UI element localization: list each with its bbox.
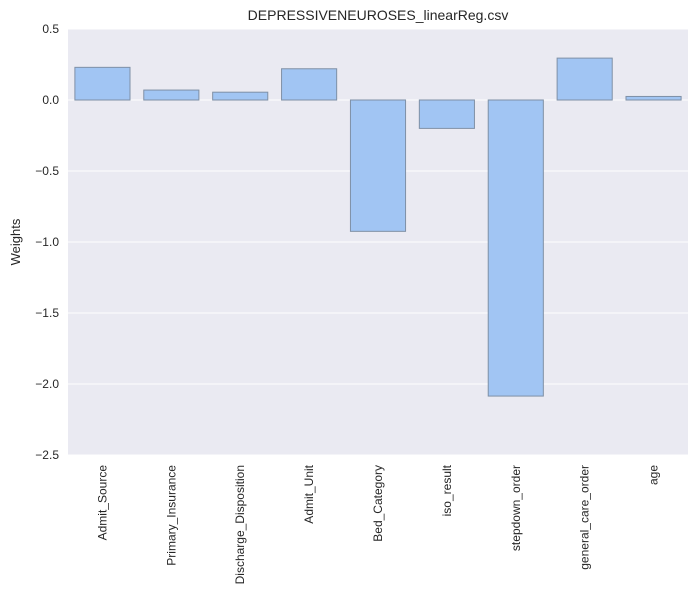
bars xyxy=(74,57,682,397)
x-tick-label: iso_result xyxy=(440,464,454,516)
y-tick-label: −2.5 xyxy=(35,448,59,462)
y-tick-label: −1.5 xyxy=(35,306,59,320)
x-tick-label: Admit_Source xyxy=(95,465,109,541)
y-tick-label: −2.0 xyxy=(35,377,59,391)
x-tick-label: Primary_Insurance xyxy=(164,465,178,566)
bar-Discharge_Disposition xyxy=(212,91,269,101)
y-tick-label: 0.0 xyxy=(42,93,59,107)
y-tick-label: −0.5 xyxy=(35,164,59,178)
y-tick-label: 0.5 xyxy=(42,22,59,36)
x-axis-ticks: Admit_Source Primary_Insurance Discharge_D… xyxy=(95,464,660,584)
bar-iso_result xyxy=(418,99,475,129)
y-axis-label: Weights xyxy=(8,218,23,265)
bar-Primary_Insurance xyxy=(143,89,200,101)
x-tick-label: general_care_order xyxy=(578,465,592,570)
x-tick-label: stepdown_order xyxy=(509,465,523,551)
bar-Bed_Category xyxy=(349,99,407,232)
x-tick-label: Admit_Unit xyxy=(302,464,316,523)
y-tick-label: −1.0 xyxy=(35,235,59,249)
bar-general_care_order xyxy=(556,57,613,101)
bar-stepdown_order xyxy=(487,99,544,397)
bar-Admit_Unit xyxy=(281,68,338,101)
x-tick-label: Bed_Category xyxy=(371,465,385,542)
y-axis-ticks: 0.5 0.0 −0.5 −1.0 −1.5 −2.0 −2.5 xyxy=(35,22,59,462)
bar-Admit_Source xyxy=(74,66,131,101)
bar-age xyxy=(625,95,682,101)
x-tick-label: Discharge_Disposition xyxy=(233,465,247,584)
x-tick-label: age xyxy=(647,465,661,485)
chart-title: DEPRESSIVENEUROSES_linearReg.csv xyxy=(248,7,509,23)
